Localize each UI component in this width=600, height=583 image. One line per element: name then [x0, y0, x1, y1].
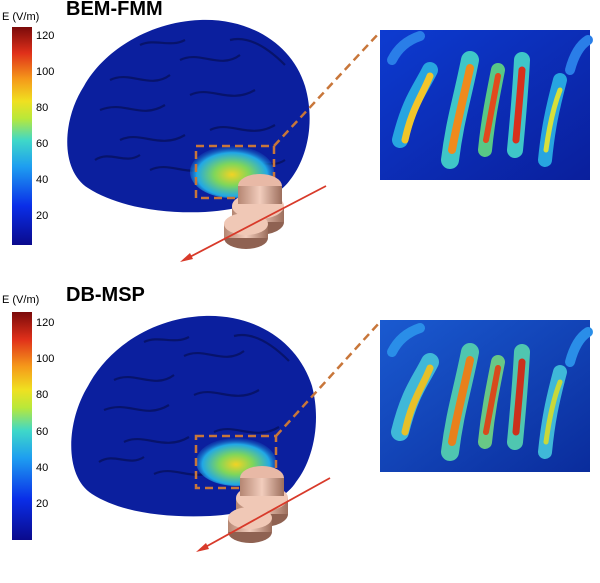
- panel-db-msp: DB-MSP E (V/m) 120 100 80 60 40 20: [0, 282, 600, 582]
- brain-figure: [67, 19, 593, 262]
- brain-sulci: [94, 37, 286, 172]
- colorbar-tick: 60: [36, 426, 49, 438]
- tms-coil: [228, 466, 288, 543]
- zoom-inset: [380, 30, 593, 180]
- tms-coil: [224, 174, 284, 249]
- coil-direction-arrow: [183, 185, 327, 261]
- zoom-inset: [380, 320, 593, 472]
- colorbar-unit-label: E (V/m): [2, 11, 40, 23]
- colorbar-tick: 80: [36, 389, 49, 401]
- colorbar-tick: 60: [36, 138, 49, 150]
- panel-bem-fmm: BEM-FMM E (V/m) 120 100 80 60 40 20: [0, 0, 600, 275]
- colorbar-tick: 120: [36, 30, 55, 42]
- colorbar-tick: 40: [36, 462, 49, 474]
- colorbar-tick: 120: [36, 317, 55, 329]
- panel-title: DB-MSP: [66, 284, 145, 306]
- colorbar-unit-label: E (V/m): [2, 294, 40, 306]
- panel-title: BEM-FMM: [66, 0, 163, 20]
- brain-sulci: [98, 333, 290, 476]
- brain-figure: [71, 315, 593, 552]
- coil-direction-arrow: [199, 477, 331, 551]
- arrow-head-icon: [196, 543, 209, 552]
- colorbar-tick: 100: [36, 66, 55, 78]
- colorbar-tick: 100: [36, 353, 55, 365]
- colorbar: [12, 27, 32, 245]
- colorbar-tick: 20: [36, 498, 49, 510]
- roi-box: [194, 144, 276, 200]
- roi-box: [194, 434, 278, 490]
- arrow-head-icon: [180, 253, 193, 262]
- colorbar-tick: 40: [36, 174, 49, 186]
- colorbar-tick: 20: [36, 210, 49, 222]
- colorbar: [12, 312, 32, 540]
- colorbar-tick: 80: [36, 102, 49, 114]
